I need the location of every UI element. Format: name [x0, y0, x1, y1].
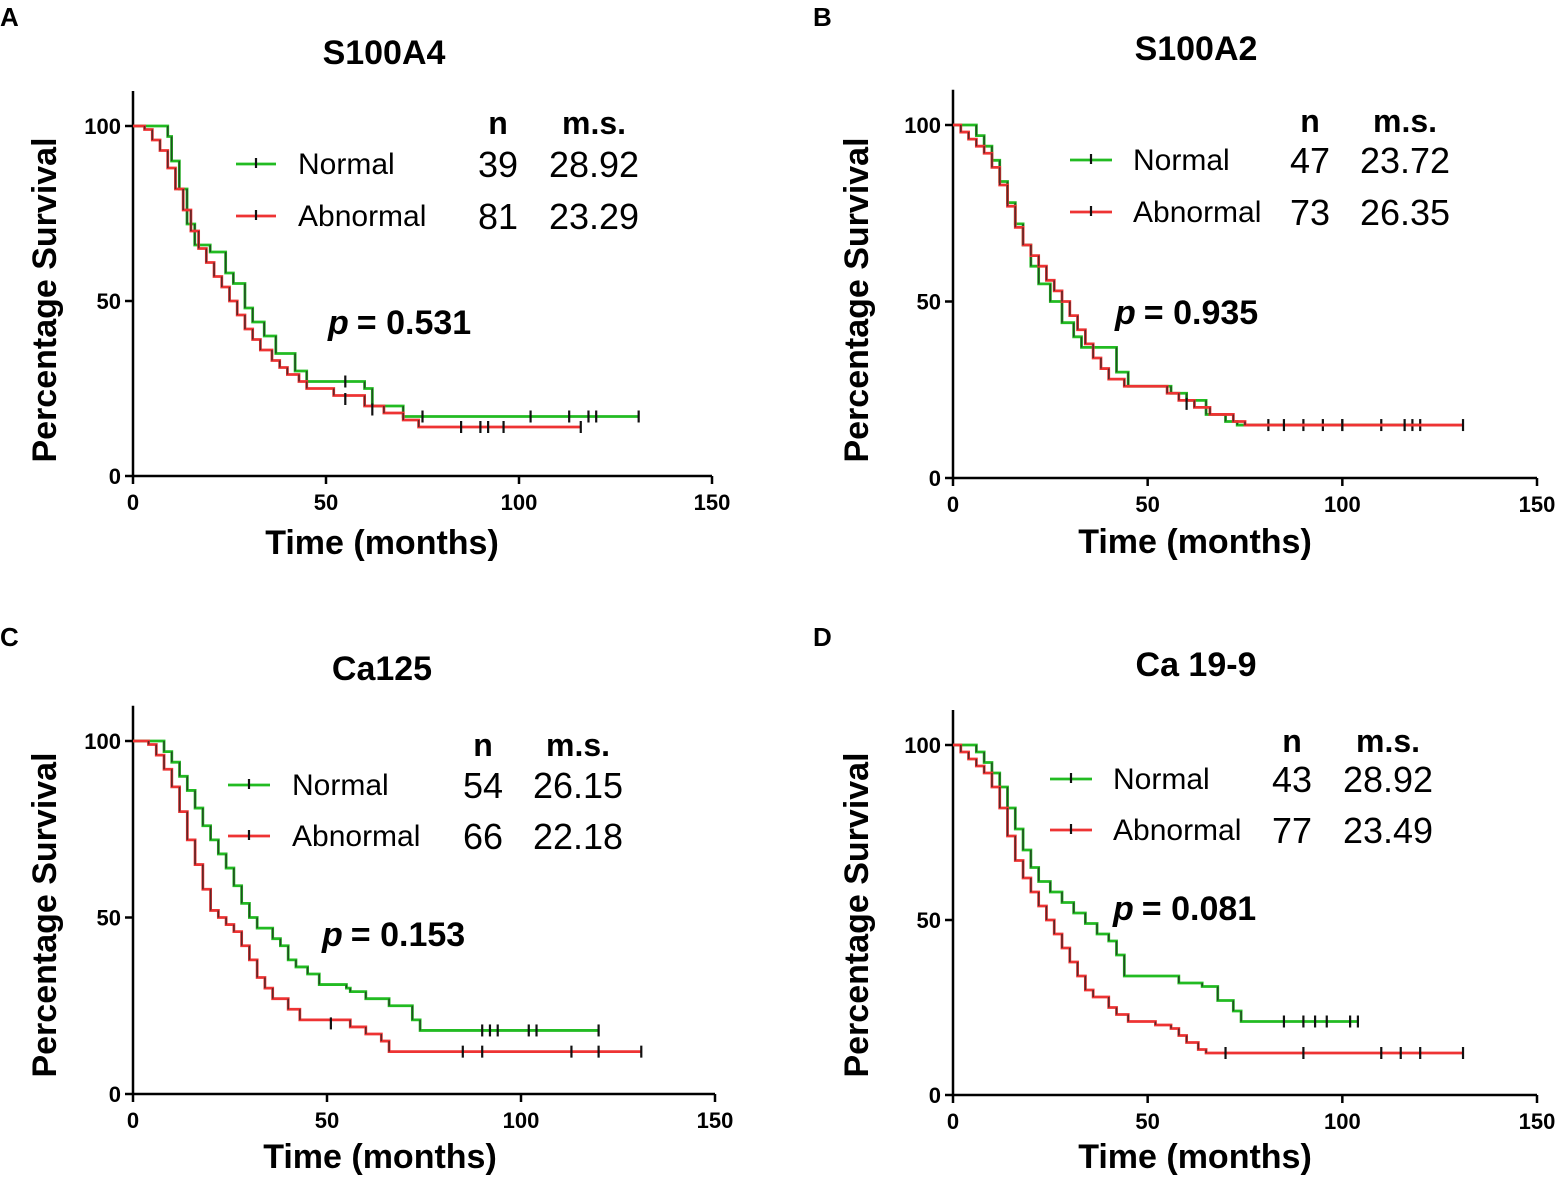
y-tick-label: 50 [917, 908, 941, 933]
y-tick-label: 50 [917, 290, 941, 315]
x-tick-label: 100 [501, 490, 538, 515]
legend-header-n: n [488, 105, 508, 141]
x-axis-label: Time (months) [1078, 523, 1312, 561]
p-value-annotation: p = 0.531 [327, 304, 471, 342]
y-axis-label: Percentage Survival [838, 752, 876, 1077]
x-tick-label: 50 [1135, 1109, 1159, 1134]
legend-label-abnormal: Abnormal [298, 200, 426, 233]
y-tick-label: 100 [904, 733, 941, 758]
legend-n-value: 66 [463, 816, 503, 857]
x-axis-label: Time (months) [263, 1138, 497, 1176]
x-tick-label: 100 [503, 1108, 540, 1133]
p-value-text: = 0.081 [1142, 890, 1256, 928]
y-tick-label: 100 [84, 729, 121, 754]
y-axis-label: Percentage Survival [26, 137, 64, 462]
legend-ms-value: 23.49 [1343, 810, 1433, 851]
x-tick-label: 0 [947, 492, 959, 517]
p-symbol: p [327, 304, 349, 342]
panel-letter: B [813, 2, 832, 32]
x-tick-label: 150 [1519, 492, 1556, 517]
y-tick-label: 0 [929, 1083, 941, 1108]
chart-panel-d: D Ca 19-9 0 50 100 0 50 100 150 Percentage Surviv… [813, 622, 1555, 1176]
x-tick-label: 0 [947, 1109, 959, 1134]
chart-title: S100A2 [1135, 30, 1258, 68]
legend-ms-value: 22.18 [533, 816, 623, 857]
y-tick-label: 0 [109, 1082, 121, 1107]
p-value-text: = 0.935 [1144, 294, 1258, 332]
p-value-annotation: p = 0.935 [1114, 294, 1258, 332]
legend-label-normal: Normal [292, 769, 389, 802]
legend-n-value: 43 [1272, 759, 1312, 800]
legend-label-abnormal: Abnormal [1133, 196, 1261, 229]
panel-letter: A [0, 2, 19, 32]
y-tick-label: 0 [109, 464, 121, 489]
legend-header-ms: m.s. [1356, 723, 1420, 759]
x-tick-label: 150 [1519, 1109, 1556, 1134]
km-curve-abnormal [133, 124, 581, 429]
x-tick-label: 50 [1135, 492, 1159, 517]
p-symbol: p [1112, 890, 1134, 928]
legend-header-n: n [473, 727, 493, 763]
legend-n-value: 47 [1290, 140, 1330, 181]
legend-n-value: 39 [478, 144, 518, 185]
legend-label-normal: Normal [298, 148, 395, 181]
x-tick-label: 0 [127, 1108, 139, 1133]
legend-header-ms: m.s. [546, 727, 610, 763]
legend-ms-value: 26.35 [1360, 192, 1450, 233]
chart-panel-a: A S100A4 0 50 100 0 50 100 150 Percentage Surviva… [0, 2, 730, 562]
p-value-text: = 0.153 [351, 916, 465, 954]
legend-ms-value: 23.72 [1360, 140, 1450, 181]
chart-title: Ca 19-9 [1136, 646, 1257, 684]
p-symbol: p [1114, 294, 1136, 332]
y-axis-label: Percentage Survival [26, 752, 64, 1077]
legend-n-value: 81 [478, 196, 518, 237]
legend-header-ms: m.s. [1373, 103, 1437, 139]
legend-n-value: 73 [1290, 192, 1330, 233]
x-tick-label: 100 [1324, 492, 1361, 517]
x-tick-label: 150 [694, 490, 731, 515]
legend-n-value: 54 [463, 765, 503, 806]
x-tick-label: 50 [314, 490, 338, 515]
legend-label-normal: Normal [1133, 144, 1230, 177]
legend-label-abnormal: Abnormal [292, 820, 420, 853]
x-tick-label: 100 [1324, 1109, 1361, 1134]
chart-title: S100A4 [323, 34, 446, 72]
legend-n-value: 77 [1272, 810, 1312, 851]
y-tick-label: 50 [97, 906, 121, 931]
chart-title: Ca125 [332, 650, 432, 688]
y-tick-label: 50 [97, 289, 121, 314]
legend-ms-value: 26.15 [533, 765, 623, 806]
x-axis-label: Time (months) [1078, 1138, 1312, 1176]
legend-header-n: n [1282, 723, 1302, 759]
legend-header-n: n [1300, 103, 1320, 139]
p-value-annotation: p = 0.153 [321, 916, 465, 954]
chart-panel-c: C Ca125 0 50 100 0 50 100 150 Percentage Survival… [0, 622, 733, 1176]
chart-panel-b: B S100A2 0 50 100 0 50 100 150 Percentage Surviva… [813, 2, 1555, 561]
y-tick-label: 100 [84, 114, 121, 139]
legend-ms-value: 28.92 [1343, 759, 1433, 800]
legend-label-abnormal: Abnormal [1113, 814, 1241, 847]
x-axis-label: Time (months) [265, 524, 499, 562]
y-tick-label: 100 [904, 113, 941, 138]
y-tick-label: 0 [929, 466, 941, 491]
p-symbol: p [321, 916, 343, 954]
p-value-annotation: p = 0.081 [1112, 890, 1256, 928]
x-tick-label: 50 [315, 1108, 339, 1133]
legend-ms-value: 28.92 [549, 144, 639, 185]
p-value-text: = 0.531 [357, 304, 471, 342]
panel-letter: D [813, 622, 832, 652]
legend-ms-value: 23.29 [549, 196, 639, 237]
legend-header-ms: m.s. [562, 105, 626, 141]
x-tick-label: 0 [127, 490, 139, 515]
legend-label-normal: Normal [1113, 763, 1210, 796]
y-axis-label: Percentage Survival [838, 137, 876, 462]
panel-letter: C [0, 622, 19, 652]
x-tick-label: 150 [697, 1108, 734, 1133]
